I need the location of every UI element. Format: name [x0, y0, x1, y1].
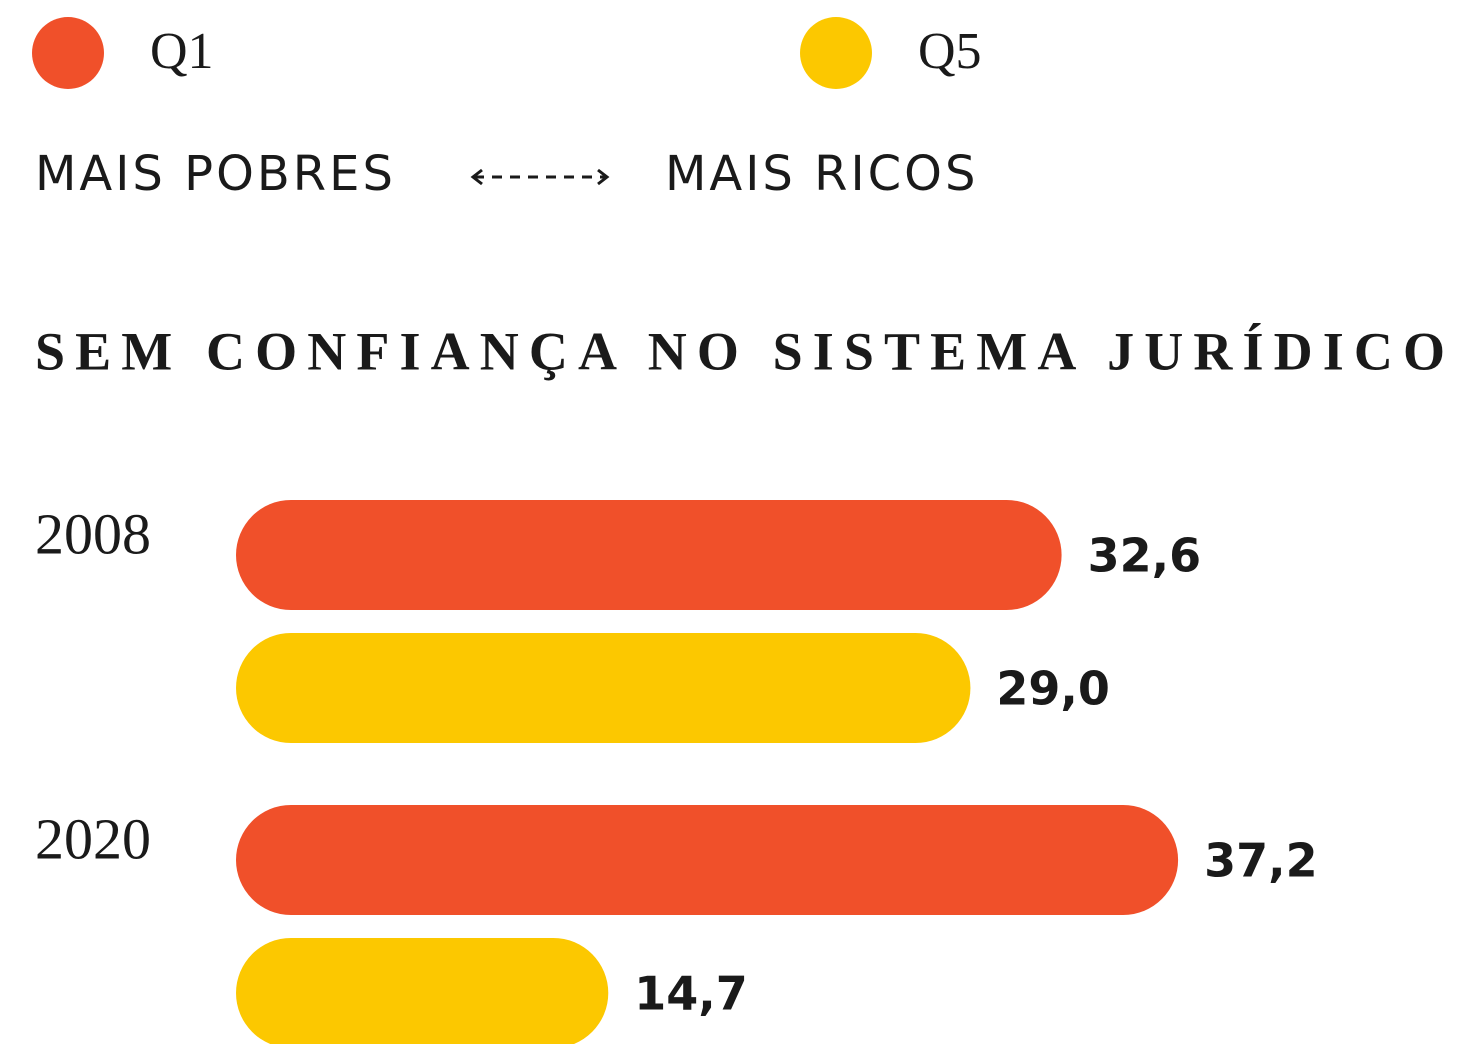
scale-label: MAIS POBRES [35, 146, 396, 202]
bar [236, 805, 1179, 915]
value-label: 37,2 [1204, 834, 1318, 888]
bar [236, 500, 1062, 610]
category-label: 2020 [35, 806, 151, 871]
category-label: 2008 [35, 501, 151, 566]
bar [236, 938, 609, 1044]
value-label: 29,0 [996, 662, 1110, 716]
value-label: 14,7 [634, 967, 748, 1021]
bar [236, 633, 971, 743]
chart-title: SEM CONFIANÇA NO SISTEMA JURÍDICO [35, 321, 1445, 381]
legend-swatch [32, 17, 104, 89]
legend-swatch [800, 17, 872, 89]
legend-label: Q1 [150, 23, 214, 80]
value-label: 32,6 [1088, 529, 1202, 583]
legend-label: Q5 [918, 23, 982, 80]
scale-label: MAIS RICOS [665, 146, 978, 202]
scale-arrow [470, 168, 610, 186]
